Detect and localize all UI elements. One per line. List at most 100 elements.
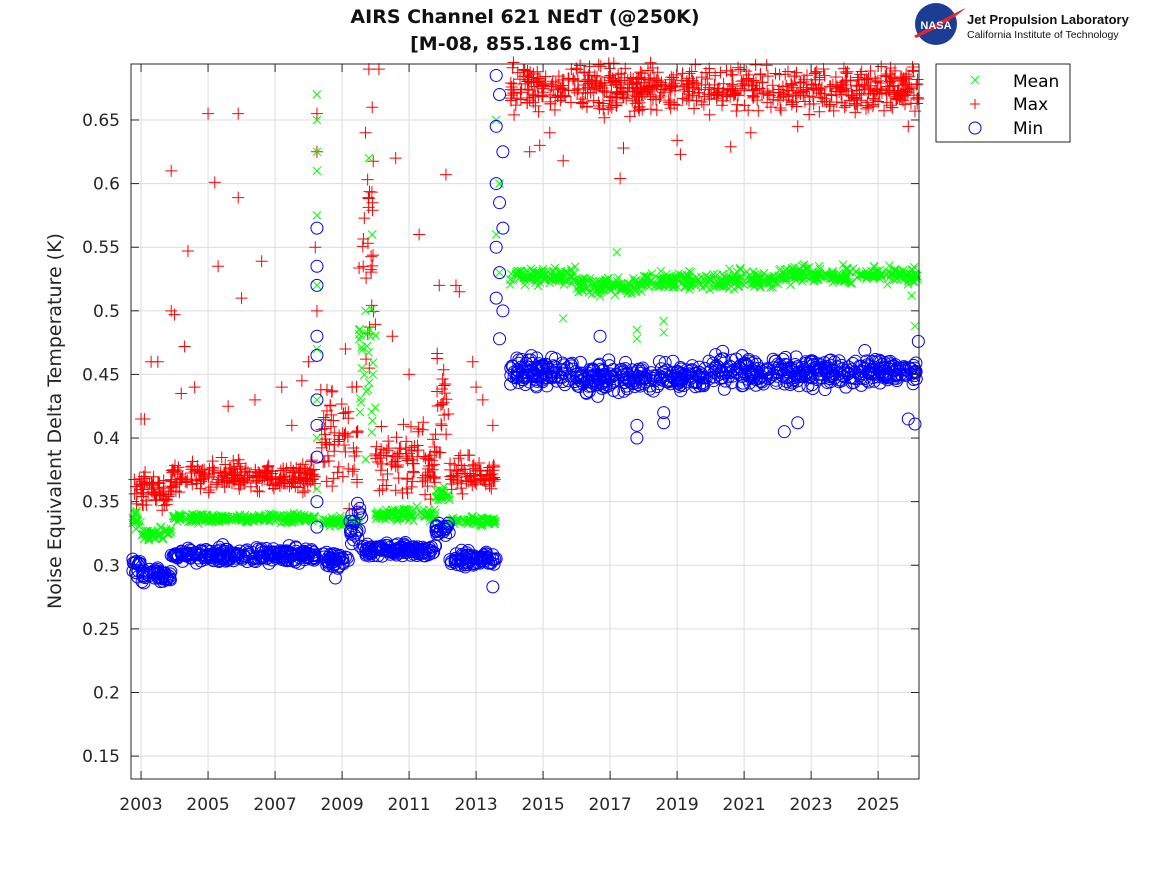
mean-marker — [759, 276, 769, 286]
min-marker — [574, 368, 588, 382]
min-marker — [188, 546, 202, 560]
max-marker — [264, 473, 277, 486]
legend[interactable]: Mean Max Min — [935, 63, 1071, 143]
max-marker — [890, 93, 903, 106]
min-marker — [597, 379, 611, 393]
min-marker — [789, 350, 803, 364]
legend-item-mean[interactable]: Mean — [970, 72, 1059, 92]
max-marker — [173, 486, 186, 499]
min-marker — [710, 359, 724, 373]
max-marker — [335, 398, 348, 411]
mean-marker — [828, 266, 837, 276]
max-marker — [829, 71, 842, 84]
mean-marker — [270, 511, 279, 521]
max-marker — [186, 478, 199, 491]
min-marker-outlier — [310, 495, 324, 509]
mean-marker — [655, 282, 664, 292]
mean-marker — [355, 334, 364, 344]
mean-marker — [570, 262, 580, 272]
mean-marker — [701, 271, 711, 281]
max-marker — [424, 449, 437, 462]
max-marker-outlier — [372, 63, 385, 76]
min-marker-outlier — [630, 418, 644, 432]
max-marker-outlier — [295, 374, 308, 387]
mean-marker — [130, 508, 140, 518]
legend-item-min[interactable]: Min — [968, 119, 1043, 139]
mean-marker — [889, 266, 899, 276]
legend-item-max[interactable]: Max — [970, 95, 1048, 115]
mean-marker — [322, 518, 332, 528]
y-tick-label: 0.45 — [82, 365, 120, 385]
max-marker — [450, 464, 463, 477]
max-marker — [845, 89, 858, 102]
max-marker — [318, 422, 331, 435]
mean-marker — [897, 274, 906, 284]
mean-marker — [158, 534, 168, 543]
max-marker — [505, 94, 518, 107]
mean-marker — [735, 272, 745, 282]
max-marker — [740, 65, 753, 78]
max-marker — [475, 469, 488, 482]
max-marker — [254, 469, 267, 482]
min-marker — [388, 546, 402, 560]
min-marker — [681, 364, 695, 378]
mean-marker — [193, 519, 203, 529]
max-marker — [837, 83, 850, 96]
chart-title: AIRS Channel 621 NEdT (@250K) — [350, 6, 699, 28]
min-marker-outlier — [493, 88, 507, 102]
max-marker — [755, 87, 768, 100]
min-marker-outlier — [657, 406, 671, 420]
mean-marker — [364, 378, 374, 387]
mean-marker — [388, 508, 398, 518]
x-tick-label: 2017 — [588, 795, 631, 815]
mean-marker — [526, 274, 535, 283]
min-marker — [721, 363, 735, 377]
min-marker — [321, 556, 335, 570]
mean-marker-outlier — [312, 395, 322, 405]
max-marker — [176, 473, 189, 486]
max-marker — [361, 237, 374, 250]
min-marker-outlier — [496, 304, 510, 318]
min-marker — [648, 374, 662, 388]
max-marker — [483, 473, 496, 486]
max-marker-outlier — [232, 107, 245, 120]
max-marker — [536, 86, 549, 99]
mean-marker — [356, 393, 365, 403]
max-marker — [729, 87, 742, 100]
min-marker — [573, 355, 587, 369]
mean-marker — [550, 263, 560, 273]
max-marker — [389, 484, 402, 497]
max-marker — [382, 442, 395, 455]
min-marker — [430, 527, 444, 541]
max-marker — [749, 84, 762, 97]
legend-label-mean: Mean — [1013, 72, 1059, 92]
min-marker — [129, 556, 143, 570]
max-marker — [522, 84, 535, 97]
max-marker — [598, 111, 611, 124]
mean-marker — [903, 279, 913, 289]
max-marker — [518, 63, 531, 76]
max-marker — [419, 488, 432, 501]
max-marker — [400, 435, 413, 448]
max-marker — [424, 470, 437, 483]
min-marker — [534, 360, 548, 374]
max-marker — [641, 84, 654, 97]
max-marker-outlier — [275, 381, 288, 394]
max-marker — [325, 385, 338, 398]
max-marker — [813, 105, 826, 118]
mean-marker — [223, 512, 232, 522]
max-marker — [588, 81, 601, 94]
max-marker — [632, 73, 645, 86]
min-marker-outlier — [630, 431, 644, 445]
min-marker — [805, 378, 819, 392]
max-marker — [911, 77, 924, 90]
max-marker — [307, 472, 320, 485]
mean-marker — [734, 281, 744, 291]
max-marker — [756, 76, 769, 89]
max-marker — [283, 475, 296, 488]
min-marker — [555, 356, 569, 370]
max-marker — [546, 75, 559, 88]
max-marker — [899, 72, 912, 85]
min-marker — [238, 550, 252, 564]
max-marker — [705, 88, 718, 101]
